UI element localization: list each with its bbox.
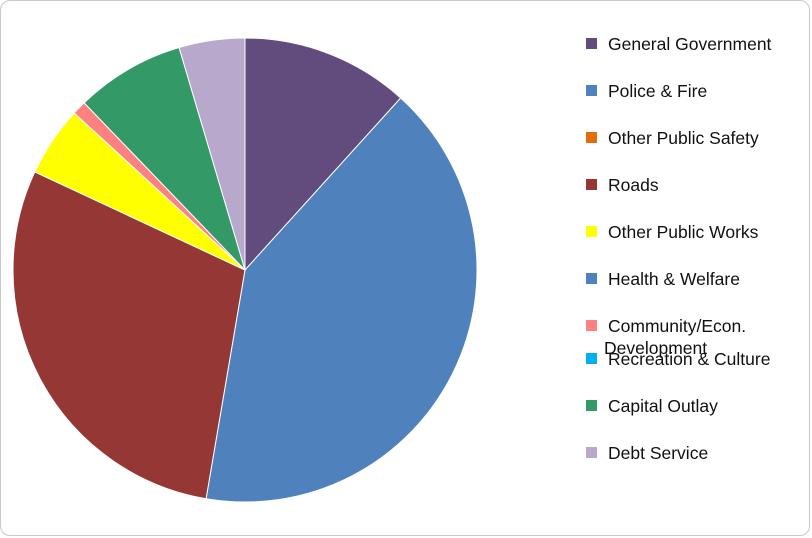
pie-slices	[12, 37, 478, 503]
legend-swatch	[586, 273, 597, 284]
pie-slice-roads	[12, 171, 246, 500]
legend-label-line2: Development	[604, 338, 708, 358]
legend-item-community-econ-development: Community/Econ. Development	[586, 312, 808, 359]
legend-label: Police & Fire	[608, 81, 708, 101]
legend-swatch	[586, 132, 597, 143]
pie-slice-general-government	[244, 37, 402, 272]
legend-swatch	[586, 38, 597, 49]
legend-label: Debt Service	[608, 443, 709, 463]
legend-label: Other Public Safety	[608, 128, 759, 148]
legend-swatch	[586, 85, 597, 96]
legend-item-capital-outlay: Capital Outlay	[586, 392, 808, 439]
legend-label: Roads	[608, 175, 659, 195]
legend-label: Recreation & Culture	[608, 349, 771, 369]
legend-label-line1: Community/Econ.	[608, 316, 747, 336]
legend-swatch	[586, 447, 597, 458]
legend-swatch	[586, 179, 597, 190]
legend-item-roads: Roads	[586, 171, 808, 218]
pie-slice-capital-outlay	[83, 46, 246, 271]
legend-swatch	[586, 353, 597, 364]
legend-swatch	[586, 400, 597, 411]
legend-item-general-government: General Government	[586, 30, 808, 77]
legend-swatch	[586, 320, 597, 331]
legend-swatch	[586, 226, 597, 237]
legend-label: Capital Outlay	[608, 396, 718, 416]
legend-item-other-public-safety: Other Public Safety	[586, 124, 808, 171]
legend-item-other-public-works: Other Public Works	[586, 218, 808, 265]
legend-item-recreation-culture: Recreation & Culture	[586, 345, 808, 392]
legend-label: Community/Econ. Development	[604, 315, 808, 359]
legend-item-health-welfare: Health & Welfare	[586, 265, 808, 312]
legend-item-debt-service: Debt Service	[586, 439, 808, 486]
pie-slice-police-fire	[205, 97, 478, 503]
legend-label: General Government	[608, 34, 772, 54]
pie-slice-debt-service	[178, 37, 246, 271]
legend-item-police-fire: Police & Fire	[586, 77, 808, 124]
legend: General Government Police & Fire Other P…	[586, 30, 808, 486]
legend-label: Other Public Works	[608, 222, 759, 242]
legend-label: Health & Welfare	[608, 269, 740, 289]
